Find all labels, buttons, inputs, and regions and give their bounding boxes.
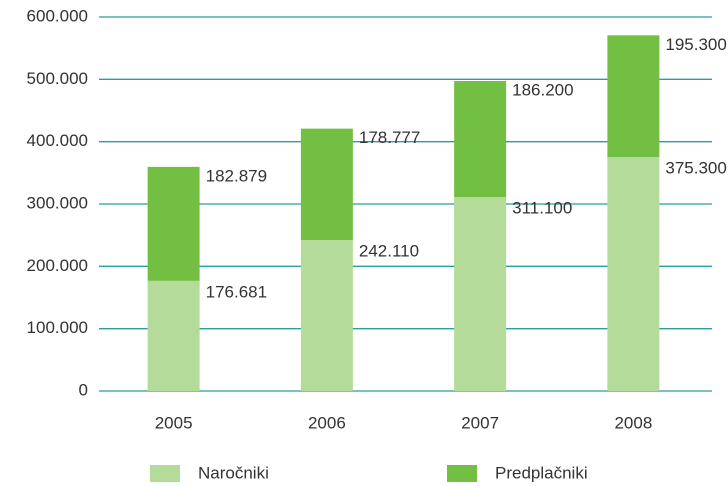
bar-segment [300, 240, 353, 391]
legend-label: Naročniki [198, 463, 269, 482]
bar-segment [147, 280, 200, 391]
y-tick-label: 600.000 [27, 6, 88, 25]
x-tick-label: 2006 [308, 413, 346, 432]
y-tick-label: 400.000 [27, 131, 88, 150]
value-label: 311.100 [512, 199, 572, 218]
value-label: 182.879 [206, 166, 267, 185]
value-label: 195.300 [665, 35, 726, 54]
y-tick-label: 0 [79, 380, 88, 399]
x-tick-label: 2008 [614, 413, 652, 432]
value-label: 242.110 [359, 242, 419, 261]
legend-swatch [447, 465, 477, 482]
value-label: 178.777 [359, 128, 420, 147]
bar-segment [607, 157, 660, 391]
y-tick-label: 300.000 [27, 193, 88, 212]
value-label: 176.681 [206, 282, 267, 301]
value-label: 375.300 [665, 159, 726, 178]
legend-label: Predplačniki [495, 463, 588, 482]
bar-segment [300, 128, 353, 241]
bar-segment [607, 35, 660, 158]
x-tick-label: 2005 [155, 413, 193, 432]
x-tick-label: 2007 [461, 413, 499, 432]
y-tick-label: 100.000 [27, 318, 88, 337]
y-tick-label: 500.000 [27, 69, 88, 88]
y-tick-label: 200.000 [27, 256, 88, 275]
value-label: 186.200 [512, 81, 573, 100]
bar-segment [147, 166, 200, 281]
bar-segment [454, 81, 507, 198]
bar-segment [454, 197, 507, 391]
legend-swatch [150, 465, 180, 482]
